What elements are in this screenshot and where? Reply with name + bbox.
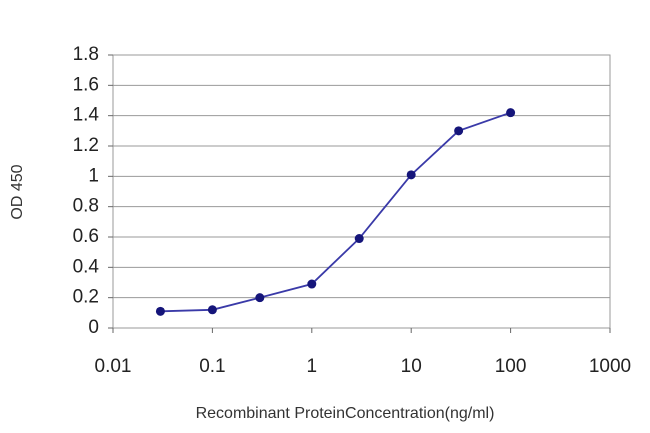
y-tick-label: 1.2	[73, 135, 99, 156]
y-axis-label: OD 450	[9, 164, 26, 219]
x-tick-label: 0.01	[95, 356, 132, 377]
data-point	[255, 293, 265, 303]
data-point	[506, 108, 516, 118]
series-line	[160, 111, 511, 313]
data-point	[354, 234, 364, 244]
y-tick-label: 0	[88, 317, 99, 338]
data-point	[155, 306, 165, 316]
y-tick-label: 0.8	[73, 196, 99, 217]
y-tick-label: 1.8	[73, 44, 99, 65]
data-point	[406, 170, 416, 180]
x-tick-label: 100	[495, 356, 527, 377]
y-tick-label: 1.6	[73, 74, 99, 95]
x-tick-label: 10	[401, 356, 422, 377]
y-tick-label: 1.4	[73, 105, 100, 126]
data-point	[207, 305, 217, 315]
y-tick-label: 0.2	[73, 287, 99, 308]
y-tick-label: 0.6	[73, 226, 99, 247]
data-point	[307, 279, 317, 289]
y-tick-label: 1	[88, 165, 99, 186]
x-tick-label: 0.1	[199, 356, 225, 377]
y-tick-label: 0.4	[73, 256, 100, 277]
x-axis-label: Recombinant ProteinConcentration(ng/ml)	[196, 405, 495, 422]
data-point	[454, 126, 464, 136]
x-tick-label: 1000	[589, 356, 631, 377]
plot-area	[112, 54, 611, 329]
x-tick-label: 1	[307, 356, 318, 377]
